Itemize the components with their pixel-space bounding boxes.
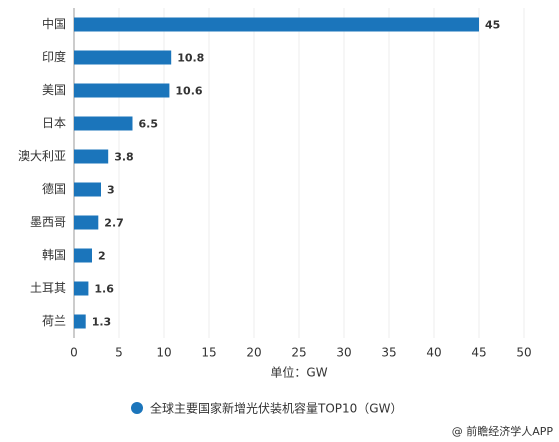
value-label: 1.3: [92, 316, 112, 329]
bar: [74, 116, 133, 131]
y-tick-label: 中国: [42, 16, 66, 31]
bar: [74, 182, 101, 197]
y-tick-label: 墨西哥: [30, 215, 66, 229]
x-tick-label: 10: [156, 346, 171, 360]
x-tick-label: 30: [336, 346, 351, 360]
x-tick-label: 35: [381, 346, 396, 360]
legend-swatch: [131, 402, 143, 414]
value-label: 3.8: [114, 151, 134, 164]
bar: [74, 314, 86, 329]
bar: [74, 149, 109, 164]
legend-label: 全球主要国家新增光伏装机容量TOP10（GW）: [150, 401, 402, 416]
bar: [74, 215, 99, 230]
y-tick-label: 日本: [42, 116, 66, 130]
x-tick-label: 0: [70, 346, 78, 360]
x-tick-label: 15: [201, 346, 216, 360]
value-label: 2: [98, 250, 106, 263]
x-tick-label: 5: [115, 346, 123, 360]
bar: [74, 50, 172, 65]
value-label: 10.6: [175, 85, 202, 98]
value-label: 6.5: [139, 118, 159, 131]
y-tick-label: 韩国: [42, 247, 66, 262]
value-label: 45: [485, 19, 500, 32]
bar: [74, 248, 92, 263]
x-tick-label: 40: [426, 346, 441, 360]
x-tick-label: 20: [246, 346, 261, 360]
y-tick-label: 德国: [42, 181, 66, 196]
value-label: 1.6: [94, 283, 114, 296]
value-label: 2.7: [104, 217, 124, 230]
y-tick-label: 美国: [42, 83, 66, 97]
y-tick-label: 澳大利亚: [18, 149, 66, 163]
y-tick-label: 印度: [42, 49, 66, 64]
value-label: 10.8: [177, 52, 204, 65]
x-tick-label: 50: [516, 346, 531, 360]
bar: [74, 83, 170, 98]
bar: [74, 17, 479, 32]
y-tick-label: 土耳其: [30, 281, 66, 295]
x-tick-label: 45: [471, 346, 486, 360]
credit: @ 前瞻经济学人APP: [452, 424, 554, 438]
y-tick-label: 荷兰: [42, 314, 66, 328]
x-tick-label: 25: [291, 346, 306, 360]
bar: [74, 281, 89, 296]
value-label: 3: [107, 184, 115, 197]
x-axis-label: 单位：GW: [270, 365, 327, 380]
